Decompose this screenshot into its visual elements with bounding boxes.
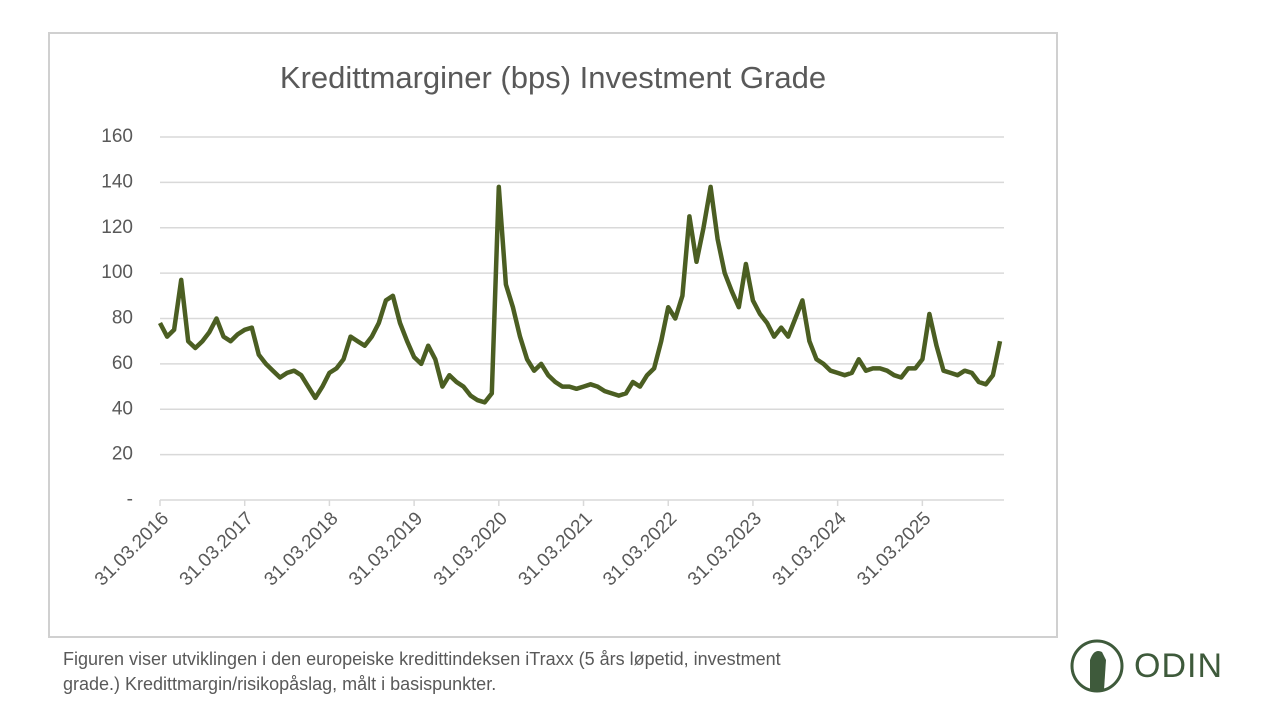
y-tick-label: - xyxy=(127,489,133,510)
caption: grade.) Kredittmargin/risikopåslag, målt… xyxy=(63,674,496,694)
y-tick-label: 120 xyxy=(101,217,133,238)
y-tick-label: 60 xyxy=(112,353,133,374)
y-tick-label: 20 xyxy=(112,444,133,465)
logo-icon xyxy=(1090,651,1106,690)
y-tick-label: 40 xyxy=(112,398,133,419)
y-tick-label: 80 xyxy=(112,308,133,329)
logo: ODIN xyxy=(1070,639,1223,693)
chart-title: Kredittmarginer (bps) Investment Grade xyxy=(280,60,826,95)
logo-text: ODIN xyxy=(1134,647,1223,685)
logo-circle xyxy=(1070,639,1124,693)
data-line xyxy=(158,184,1003,405)
caption: Figuren viser utviklingen i den europeis… xyxy=(63,649,781,669)
y-tick-label: 160 xyxy=(101,126,133,147)
y-tick-label: 100 xyxy=(101,262,133,283)
y-tick-label: 140 xyxy=(101,171,133,192)
chart-frame xyxy=(48,32,1058,638)
